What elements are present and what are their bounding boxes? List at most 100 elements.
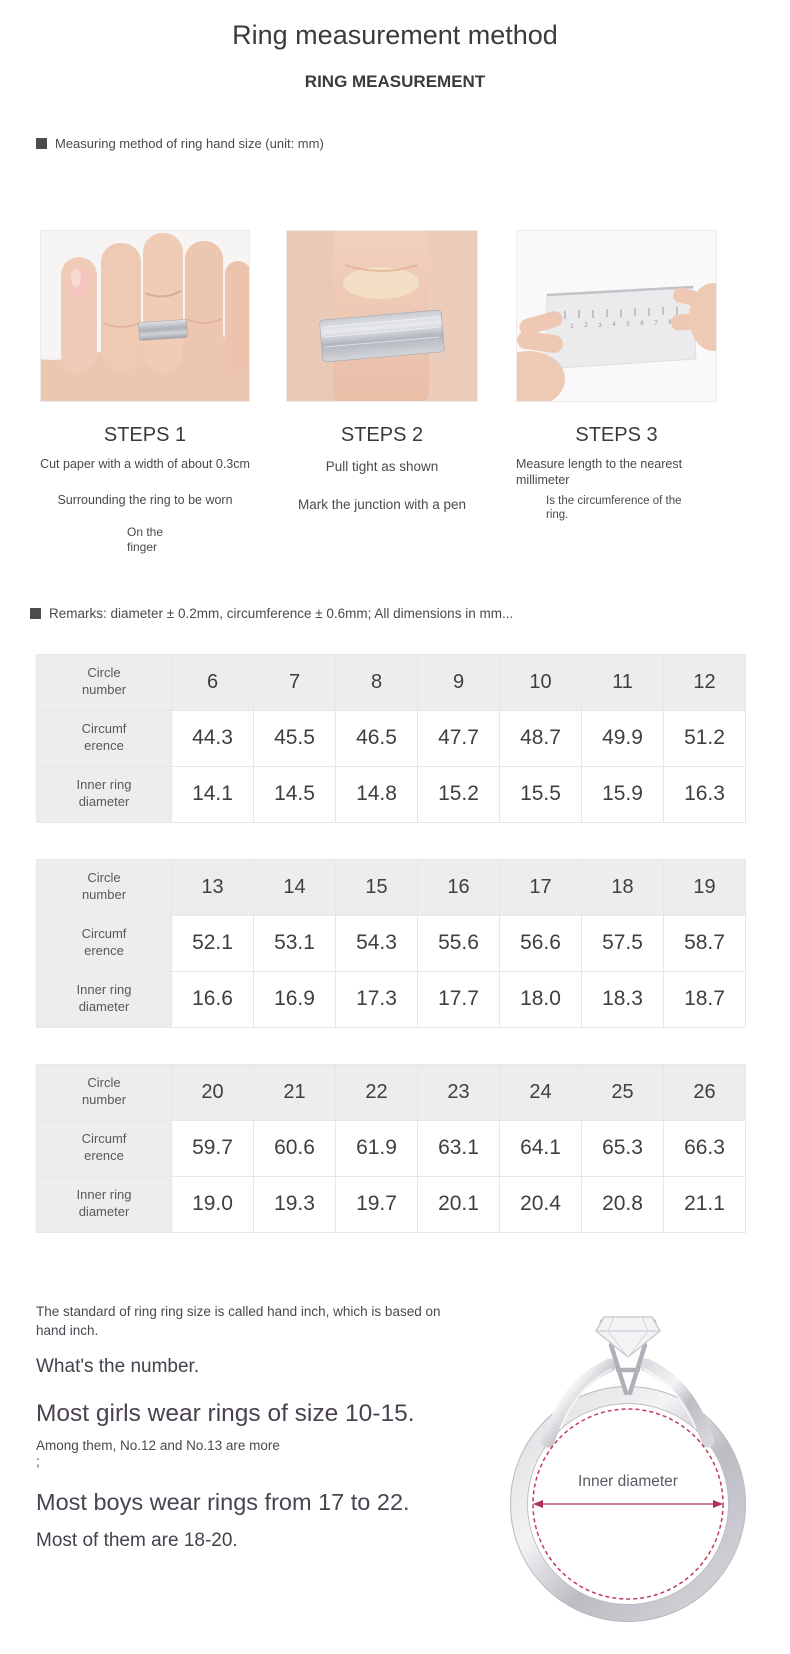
- row-header: Circle number: [36, 858, 172, 916]
- size-table-row: Circle number 6 7 8 9 10 11 12: [36, 653, 746, 711]
- row-header: Inner ring diameter: [36, 765, 172, 823]
- inner-diameter-cell: 14.1: [171, 765, 254, 823]
- inner-diameter-cell: 16.6: [171, 970, 254, 1028]
- circle-number-cell: 16: [417, 858, 500, 916]
- inner-diameter-cell: 19.0: [171, 1175, 254, 1233]
- size-table-3: Circle number 20 21 22 23 24 25 26 Circumf erenc…: [36, 1063, 746, 1233]
- circle-number-cell: 25: [581, 1063, 664, 1121]
- inner-diameter-cell: 14.8: [335, 765, 418, 823]
- note-girls-sizes: Most girls wear rings of size 10-15.: [36, 1400, 415, 1428]
- remarks: Remarks: diameter ± 0.2mm, circumference…: [30, 606, 790, 621]
- size-table-row: Inner ring diameter 19.0 19.3 19.7 20.1 20.4 2…: [36, 1175, 746, 1233]
- circumference-cell: 49.9: [581, 709, 664, 767]
- circle-number-cell: 21: [253, 1063, 336, 1121]
- note-boys-sizes: Most boys wear rings from 17 to 22.: [36, 1488, 410, 1515]
- inner-diameter-cell: 17.3: [335, 970, 418, 1028]
- circle-number-cell: 11: [581, 653, 664, 711]
- step-2-column: STEPS 2 Pull tight as shown Mark the jun…: [286, 230, 478, 556]
- svg-text:3: 3: [598, 323, 602, 329]
- size-table-row: Circle number 20 21 22 23 24 25 26: [36, 1063, 746, 1121]
- step3-line2: Is the circumference of the ring.: [546, 494, 682, 522]
- circle-number-cell: 7: [253, 653, 336, 711]
- step2-title: STEPS 2: [340, 424, 424, 446]
- step1-title: STEPS 1: [103, 424, 187, 446]
- inner-diameter-cell: 20.1: [417, 1175, 500, 1233]
- note-question: What's the number.: [36, 1356, 200, 1378]
- inner-diameter-cell: 20.4: [499, 1175, 582, 1233]
- circumference-cell: 57.5: [581, 914, 664, 972]
- circle-number-cell: 10: [499, 653, 582, 711]
- size-table-row: Circumf erence 44.3 45.5 46.5 47.7 48.7 49.9 51…: [36, 709, 746, 767]
- circumference-cell: 53.1: [253, 914, 336, 972]
- inner-diameter-cell: 15.5: [499, 765, 582, 823]
- step-1-column: STEPS 1 Cut paper with a width of about …: [40, 230, 250, 556]
- circumference-cell: 59.7: [171, 1119, 254, 1177]
- circumference-cell: 51.2: [663, 709, 746, 767]
- circumference-cell: 65.3: [581, 1119, 664, 1177]
- step1-line1: Cut paper with a width of about 0.3cm: [40, 457, 250, 471]
- circle-number-cell: 14: [253, 858, 336, 916]
- circle-number-cell: 24: [499, 1063, 582, 1121]
- circle-number-cell: 18: [581, 858, 664, 916]
- circle-number-cell: 20: [171, 1063, 254, 1121]
- circumference-cell: 64.1: [499, 1119, 582, 1177]
- square-bullet-icon: [30, 607, 41, 619]
- circumference-cell: 58.7: [663, 914, 746, 972]
- inner-diameter-cell: 15.2: [417, 765, 500, 823]
- step1-hand-with-paper-strip-photo: [40, 230, 250, 402]
- circumference-cell: 63.1: [417, 1119, 500, 1177]
- circle-number-cell: 9: [417, 653, 500, 711]
- steps-row: STEPS 1 Cut paper with a width of about …: [40, 230, 790, 556]
- circumference-cell: 56.6: [499, 914, 582, 972]
- step3-line1: Measure length to the nearest millimeter: [516, 457, 683, 488]
- row-header: Inner ring diameter: [36, 1175, 172, 1233]
- row-header: Circumf erence: [36, 709, 172, 767]
- circle-number-cell: 26: [663, 1063, 746, 1121]
- svg-text:6: 6: [640, 321, 644, 327]
- circle-number-cell: 13: [171, 858, 254, 916]
- size-table-1: Circle number 6 7 8 9 10 11 12 Circumf erence 44.…: [36, 653, 746, 823]
- size-table-2: Circle number 13 14 15 16 17 18 19 Circumf erenc…: [36, 858, 746, 1028]
- remarks-text: Remarks: diameter ± 0.2mm, circumference…: [49, 605, 514, 621]
- step2-line2: Mark the junction with a pen: [297, 496, 467, 512]
- inner-diameter-label: Inner diameter: [578, 1473, 678, 1490]
- row-header: Circumf erence: [36, 1119, 172, 1177]
- svg-text:2: 2: [584, 323, 588, 329]
- note-boys-detail: Most of them are 18-20.: [36, 1529, 238, 1551]
- step3-measuring-with-ruler-photo: 1 2 3 4 5 6 7 8: [516, 230, 717, 402]
- row-header: Inner ring diameter: [36, 970, 172, 1028]
- inner-diameter-cell: 16.9: [253, 970, 336, 1028]
- circumference-cell: 46.5: [335, 709, 418, 767]
- step2-line1: Pull tight as shown: [325, 459, 439, 474]
- step2-paper-strip-closeup-photo: [286, 230, 478, 402]
- row-header: Circumf erence: [36, 914, 172, 972]
- sizing-notes: The standard of ring ring size is called…: [36, 1303, 456, 1552]
- page-title: Ring measurement method: [232, 20, 558, 50]
- note-girls-detail: Among them, No.12 and No.13 are more: [36, 1438, 280, 1454]
- circumference-cell: 47.7: [417, 709, 500, 767]
- circumference-cell: 60.6: [253, 1119, 336, 1177]
- inner-diameter-cell: 18.3: [581, 970, 664, 1028]
- ring-inner-diameter-diagram: Inner diameter: [470, 1269, 782, 1646]
- note-standard: The standard of ring ring size is called…: [36, 1303, 441, 1338]
- circumference-cell: 66.3: [663, 1119, 746, 1177]
- circumference-cell: 61.9: [335, 1119, 418, 1177]
- svg-text:8: 8: [668, 320, 672, 326]
- inner-diameter-cell: 21.1: [663, 1175, 746, 1233]
- step1-line2: Surrounding the ring to be worn: [57, 493, 233, 508]
- inner-diameter-cell: 19.7: [335, 1175, 418, 1233]
- inner-diameter-cell: 18.0: [499, 970, 582, 1028]
- ring-size-tables: Circle number 6 7 8 9 10 11 12 Circumf erence 44.…: [0, 653, 790, 1233]
- circle-number-cell: 22: [335, 1063, 418, 1121]
- inner-diameter-cell: 16.3: [663, 765, 746, 823]
- note-semicolon: ;: [36, 1454, 40, 1470]
- size-table-row: Circle number 13 14 15 16 17 18 19: [36, 858, 746, 916]
- size-table-row: Circumf erence 52.1 53.1 54.3 55.6 56.6 57.5 58…: [36, 914, 746, 972]
- size-table-row: Inner ring diameter 16.6 16.9 17.3 17.7 18.0 1…: [36, 970, 746, 1028]
- circumference-cell: 48.7: [499, 709, 582, 767]
- circle-number-cell: 6: [171, 653, 254, 711]
- page-subtitle: RING MEASUREMENT: [304, 72, 486, 91]
- inner-diameter-cell: 17.7: [417, 970, 500, 1028]
- circumference-cell: 52.1: [171, 914, 254, 972]
- svg-text:4: 4: [612, 322, 616, 328]
